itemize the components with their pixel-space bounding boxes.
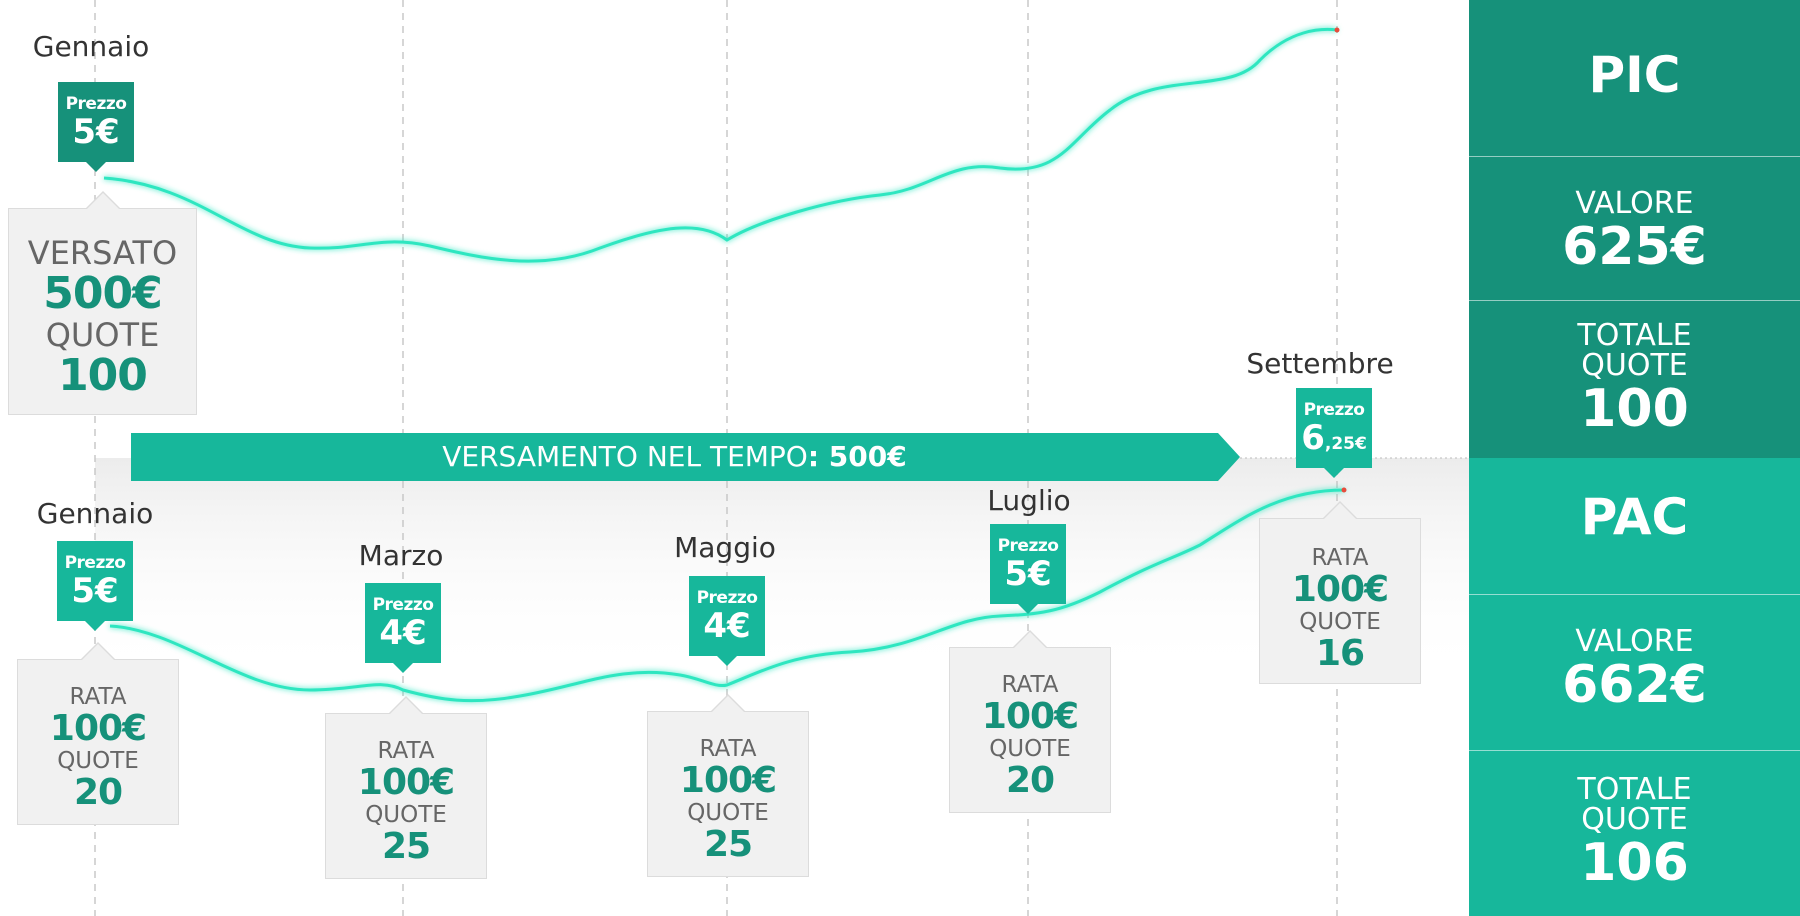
pac-summary-panel: PAC VALORE 662€ TOTALE QUOTE 106 xyxy=(1469,458,1800,916)
pac-totale-cell: TOTALE QUOTE 106 xyxy=(1469,751,1800,916)
quote-value: 100 xyxy=(9,353,196,399)
quote-value: 20 xyxy=(950,762,1110,800)
pac-month-luglio: Luglio xyxy=(929,484,1129,517)
price-tag-label: Prezzo xyxy=(58,94,134,114)
totale-label: TOTALE xyxy=(1469,321,1800,351)
pic-totale-cell: TOTALE QUOTE 100 xyxy=(1469,301,1800,458)
pac-price-tag-luglio: Prezzo 5€ xyxy=(990,524,1066,604)
rata-value: 100€ xyxy=(950,698,1110,736)
pic-summary-panel: PIC VALORE 625€ TOTALE QUOTE 100 xyxy=(1469,0,1800,458)
valore-label: VALORE xyxy=(1469,189,1800,219)
quote-value: 25 xyxy=(326,828,486,866)
price-tag-value: 4€ xyxy=(689,608,765,644)
pac-title-cell: PAC xyxy=(1469,458,1800,595)
pac-month-gennaio: Gennaio xyxy=(0,497,195,530)
valore-label: VALORE xyxy=(1469,627,1800,657)
totale-value: 106 xyxy=(1469,835,1800,891)
price-tag-value: 5€ xyxy=(58,114,134,150)
pac-valore-cell: VALORE 662€ xyxy=(1469,595,1800,751)
pac-price-tag-maggio: Prezzo 4€ xyxy=(689,576,765,656)
pic-month-label: Gennaio xyxy=(0,30,191,63)
price-tag-value: 6,25€ xyxy=(1296,420,1372,462)
pac-price-tag-gennaio: Prezzo 5€ xyxy=(57,541,133,621)
pac-price-tag-marzo: Prezzo 4€ xyxy=(365,583,441,663)
versato-label: VERSATO xyxy=(9,235,196,271)
quote-label: QUOTE xyxy=(648,800,808,826)
quote-label: QUOTE xyxy=(326,802,486,828)
pac-rata-box-settembre: RATA 100€ QUOTE 16 xyxy=(1259,518,1421,684)
quote-label: QUOTE xyxy=(1469,805,1800,835)
pac-rata-box-marzo: RATA 100€ QUOTE 25 xyxy=(325,713,487,879)
rata-value: 100€ xyxy=(648,762,808,800)
pic-title-cell: PIC xyxy=(1469,0,1800,157)
quote-label: QUOTE xyxy=(9,317,196,353)
price-tag-label: Prezzo xyxy=(365,595,441,615)
settembre-price-tag: Prezzo 6,25€ xyxy=(1296,388,1372,468)
pic-title: PIC xyxy=(1469,46,1800,104)
pac-rata-box-gennaio: RATA 100€ QUOTE 20 xyxy=(17,659,179,825)
price-tag-label: Prezzo xyxy=(1296,400,1372,420)
price-tag-label: Prezzo xyxy=(57,553,133,573)
pac-month-maggio: Maggio xyxy=(625,531,825,564)
price-tag-value: 5€ xyxy=(990,556,1066,592)
versato-value: 500€ xyxy=(9,271,196,317)
pac-rata-box-luglio: RATA 100€ QUOTE 20 xyxy=(949,647,1111,813)
rata-value: 100€ xyxy=(326,764,486,802)
quote-label: QUOTE xyxy=(18,748,178,774)
pic-price-curve xyxy=(104,29,1337,261)
price-tag-value: 5€ xyxy=(57,573,133,609)
rata-label: RATA xyxy=(326,738,486,764)
rata-value: 100€ xyxy=(18,710,178,748)
pic-end-point xyxy=(1335,28,1340,33)
pac-rata-box-maggio: RATA 100€ QUOTE 25 xyxy=(647,711,809,877)
pic-valore-cell: VALORE 625€ xyxy=(1469,157,1800,301)
quote-value: 20 xyxy=(18,774,178,812)
valore-value: 662€ xyxy=(1469,657,1800,713)
pic-versato-box: VERSATO 500€ QUOTE 100 xyxy=(8,208,197,415)
settembre-month-label: Settembre xyxy=(1220,347,1420,380)
price-tag-label: Prezzo xyxy=(990,536,1066,556)
quote-value: 25 xyxy=(648,826,808,864)
rata-label: RATA xyxy=(18,684,178,710)
pac-end-point xyxy=(1342,488,1347,493)
pic-price-tag: Prezzo 5€ xyxy=(58,82,134,162)
quote-label: QUOTE xyxy=(1260,609,1420,635)
versamento-text: VERSAMENTO NEL TEMPO xyxy=(442,440,808,473)
quote-label: QUOTE xyxy=(1469,351,1800,381)
pac-month-marzo: Marzo xyxy=(301,539,501,572)
rata-label: RATA xyxy=(648,736,808,762)
rata-label: RATA xyxy=(1260,545,1420,571)
totale-label: TOTALE xyxy=(1469,775,1800,805)
rata-label: RATA xyxy=(950,672,1110,698)
pac-title: PAC xyxy=(1469,488,1800,546)
quote-value: 16 xyxy=(1260,635,1420,673)
versamento-amount: : 500€ xyxy=(808,440,907,473)
totale-value: 100 xyxy=(1469,381,1800,437)
rata-value: 100€ xyxy=(1260,571,1420,609)
price-tag-value: 4€ xyxy=(365,615,441,651)
valore-value: 625€ xyxy=(1469,219,1800,275)
quote-label: QUOTE xyxy=(950,736,1110,762)
versamento-band: VERSAMENTO NEL TEMPO: 500€ xyxy=(131,433,1218,481)
price-tag-label: Prezzo xyxy=(689,588,765,608)
